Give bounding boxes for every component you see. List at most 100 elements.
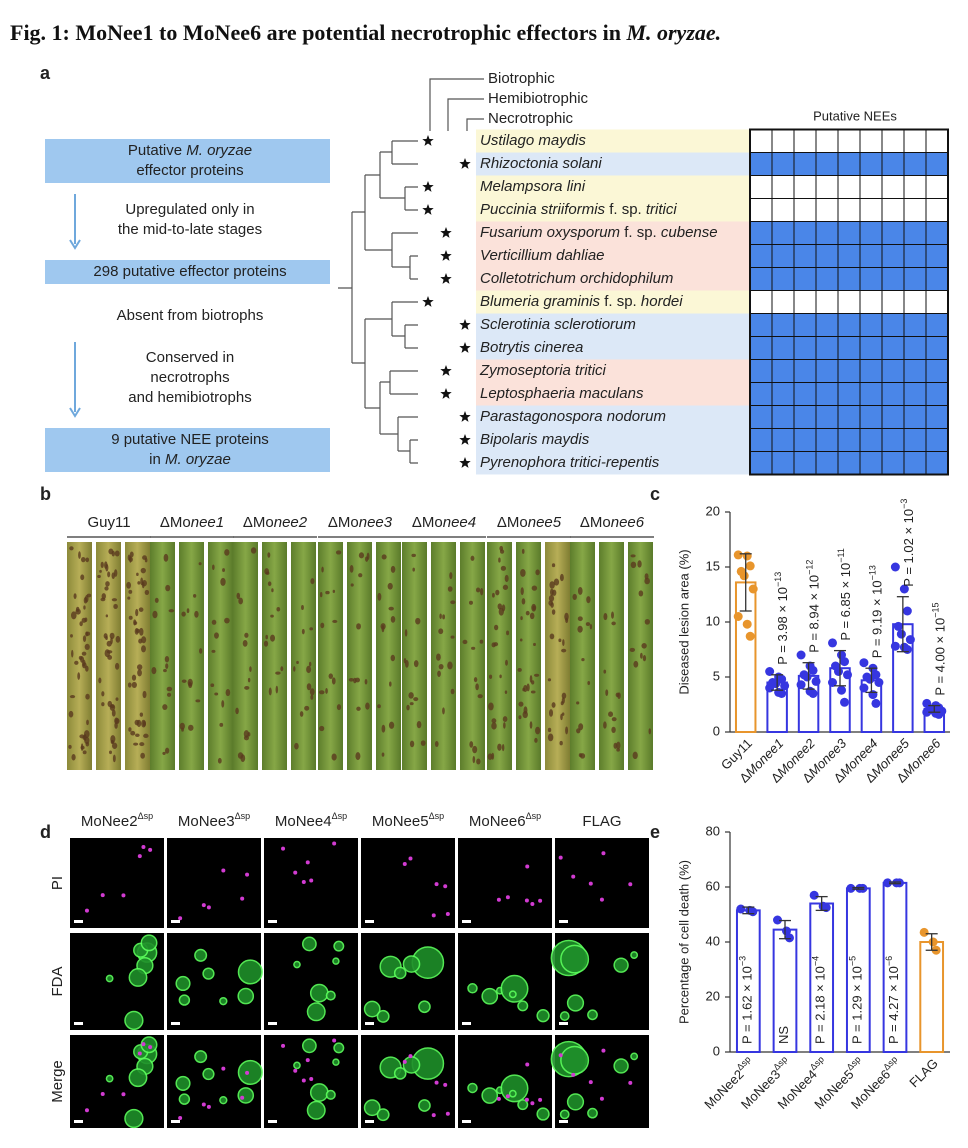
lesion — [140, 567, 146, 574]
lesion — [559, 573, 564, 582]
nucleus — [571, 1072, 576, 1077]
species-name-part: Parastagonospora nodorum — [480, 408, 666, 425]
lesion — [552, 589, 557, 596]
column-name: MoNee2 — [81, 813, 138, 830]
lesion — [104, 586, 109, 591]
column-header: MoNee5Δsp — [372, 811, 444, 830]
cell — [333, 940, 345, 952]
lesion — [504, 574, 509, 583]
nee-cell — [815, 267, 839, 291]
cell — [393, 1067, 407, 1080]
lesion — [104, 649, 111, 658]
data-point — [846, 883, 856, 893]
cell — [325, 1089, 336, 1100]
nee-cell — [859, 152, 883, 176]
data-point — [890, 562, 900, 572]
species-name-part: f. sp. — [620, 224, 661, 241]
species-name: Blumeria graminis f. sp. hordei — [480, 293, 683, 310]
lesion — [306, 683, 312, 691]
cell — [467, 1082, 478, 1094]
lesion — [186, 608, 190, 614]
lesion — [411, 553, 416, 558]
lesion — [141, 580, 147, 587]
lesion — [106, 640, 112, 647]
p-value-exp: −5 — [848, 956, 858, 966]
scale-bar — [559, 1022, 568, 1025]
workflow-text-part: Upregulated only in — [125, 201, 254, 218]
lesion — [267, 581, 272, 587]
nee-cell — [903, 428, 927, 452]
scale-bar — [365, 920, 374, 923]
star — [459, 457, 471, 468]
micrograph — [361, 838, 455, 928]
data-point — [858, 883, 868, 893]
lesion — [366, 552, 370, 560]
workflow-text: and hemibiotrophs — [128, 389, 251, 406]
lesion — [105, 581, 110, 587]
workflow-text-part: Absent from biotrophs — [117, 307, 264, 324]
micrograph — [458, 838, 552, 928]
lesion — [319, 591, 323, 598]
nucleus — [588, 1080, 593, 1085]
nee-cell — [925, 221, 949, 245]
scale-bar — [462, 1022, 471, 1025]
nucleus — [178, 1116, 183, 1121]
cell — [559, 1011, 570, 1021]
p-value-text: NS — [776, 1026, 791, 1044]
lesion — [80, 656, 85, 663]
species-name: Botrytis cinerea — [480, 339, 583, 356]
lesion — [632, 751, 638, 760]
lesion — [142, 555, 147, 560]
species-name: Bipolaris maydis — [480, 431, 590, 448]
nee-cell — [771, 198, 795, 222]
lesion — [325, 688, 328, 694]
lesion — [163, 669, 167, 673]
lesion — [310, 578, 315, 585]
lesion — [85, 693, 90, 700]
lesion — [75, 606, 80, 612]
lesion — [69, 694, 76, 699]
star — [459, 411, 471, 422]
lesion — [603, 669, 607, 674]
lesion — [166, 692, 172, 697]
leaf — [516, 542, 541, 770]
nee-cell — [859, 336, 883, 360]
lesion — [82, 635, 87, 642]
species-name-part: Leptosphaeria maculans — [480, 385, 644, 402]
leaf — [431, 542, 456, 770]
lifestyle-band — [476, 152, 750, 176]
y-tick-label: 5 — [713, 668, 720, 683]
nee-cell — [771, 336, 795, 360]
lesion — [112, 754, 116, 763]
lesion — [85, 557, 90, 563]
nucleus — [141, 1042, 146, 1047]
species-name: Sclerotinia sclerotiorum — [480, 316, 636, 333]
leaf — [125, 542, 150, 770]
lesion — [409, 740, 415, 748]
lesion — [82, 750, 87, 755]
lesion — [548, 594, 555, 602]
lesion — [358, 573, 363, 578]
nucleus — [309, 878, 314, 883]
lifestyle-band — [476, 359, 750, 383]
lesion — [113, 603, 118, 610]
nee-cell — [837, 267, 861, 291]
nee-cell — [859, 267, 883, 291]
nucleus — [445, 1111, 450, 1116]
lesion — [304, 705, 310, 711]
cell — [500, 1074, 529, 1103]
lesion — [138, 638, 143, 644]
panel-label: e — [650, 822, 660, 842]
data-point — [765, 667, 775, 676]
workflow-text-part: and hemibiotrophs — [128, 389, 251, 406]
lesion — [188, 724, 194, 731]
y-tick-label: 40 — [706, 933, 720, 948]
nee-cell — [749, 175, 773, 199]
lesion — [306, 665, 312, 674]
lesion — [587, 681, 591, 686]
lesion — [521, 548, 525, 554]
lesion — [130, 730, 136, 736]
star — [440, 365, 452, 376]
nucleus — [121, 893, 126, 898]
nee-cell — [815, 129, 839, 153]
